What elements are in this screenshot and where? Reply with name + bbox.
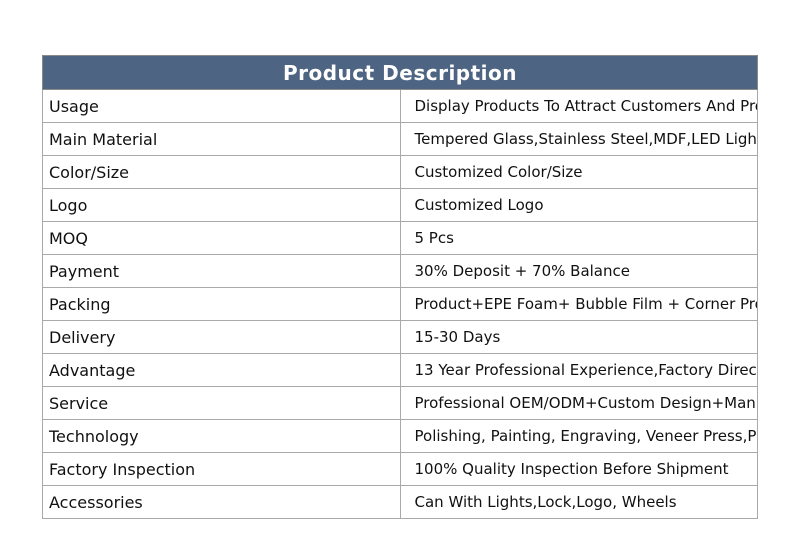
table-row-factory-inspection: Factory Inspection 100% Quality Inspecti… <box>42 452 758 486</box>
row-value: 100% Quality Inspection Before Shipment <box>399 452 758 486</box>
row-value: Display Products To Attract Customers An… <box>399 89 758 123</box>
row-value: Customized Logo <box>399 188 758 222</box>
table-row-moq: MOQ 5 Pcs <box>42 221 758 255</box>
row-value: Tempered Glass,Stainless Steel,MDF,LED L… <box>399 122 758 156</box>
row-label: Service <box>42 386 401 420</box>
table-row-main-material: Main Material Tempered Glass,Stainless S… <box>42 122 758 156</box>
row-label: Logo <box>42 188 401 222</box>
row-label: Advantage <box>42 353 401 387</box>
row-label: Delivery <box>42 320 401 354</box>
table-row-advantage: Advantage 13 Year Professional Experienc… <box>42 353 758 387</box>
table-header-row: Product Description <box>42 55 758 90</box>
row-value: 30% Deposit + 70% Balance <box>399 254 758 288</box>
row-label: Payment <box>42 254 401 288</box>
row-value: Polishing, Painting, Engraving, Veneer P… <box>399 419 758 453</box>
row-value: 13 Year Professional Experience,Factory … <box>399 353 758 387</box>
row-label: Technology <box>42 419 401 453</box>
row-label: Main Material <box>42 122 401 156</box>
table-row-payment: Payment 30% Deposit + 70% Balance <box>42 254 758 288</box>
row-label: Usage <box>42 89 401 123</box>
row-label: Color/Size <box>42 155 401 189</box>
row-label: MOQ <box>42 221 401 255</box>
row-value: Customized Color/Size <box>399 155 758 189</box>
row-label: Packing <box>42 287 401 321</box>
row-value: Can With Lights,Lock,Logo, Wheels <box>399 485 758 519</box>
product-description-table: Product Description Usage Display Produc… <box>42 55 758 519</box>
table-row-technology: Technology Polishing, Painting, Engravin… <box>42 419 758 453</box>
table-row-service: Service Professional OEM/ODM+Custom Desi… <box>42 386 758 420</box>
row-label: Factory Inspection <box>42 452 401 486</box>
table-title: Product Description <box>42 55 758 90</box>
product-description-table-wrapper: Product Description Usage Display Produc… <box>42 55 758 519</box>
row-value: 5 Pcs <box>399 221 758 255</box>
table-row-usage: Usage Display Products To Attract Custom… <box>42 89 758 123</box>
row-value: Professional OEM/ODM+Custom Design+Manuf… <box>399 386 758 420</box>
row-value: 15-30 Days <box>399 320 758 354</box>
table-row-accessories: Accessories Can With Lights,Lock,Logo, W… <box>42 485 758 519</box>
row-label: Accessories <box>42 485 401 519</box>
row-value: Product+EPE Foam+ Bubble Film + Corner P… <box>399 287 758 321</box>
table-row-color-size: Color/Size Customized Color/Size <box>42 155 758 189</box>
table-row-delivery: Delivery 15-30 Days <box>42 320 758 354</box>
table-row-packing: Packing Product+EPE Foam+ Bubble Film + … <box>42 287 758 321</box>
table-row-logo: Logo Customized Logo <box>42 188 758 222</box>
